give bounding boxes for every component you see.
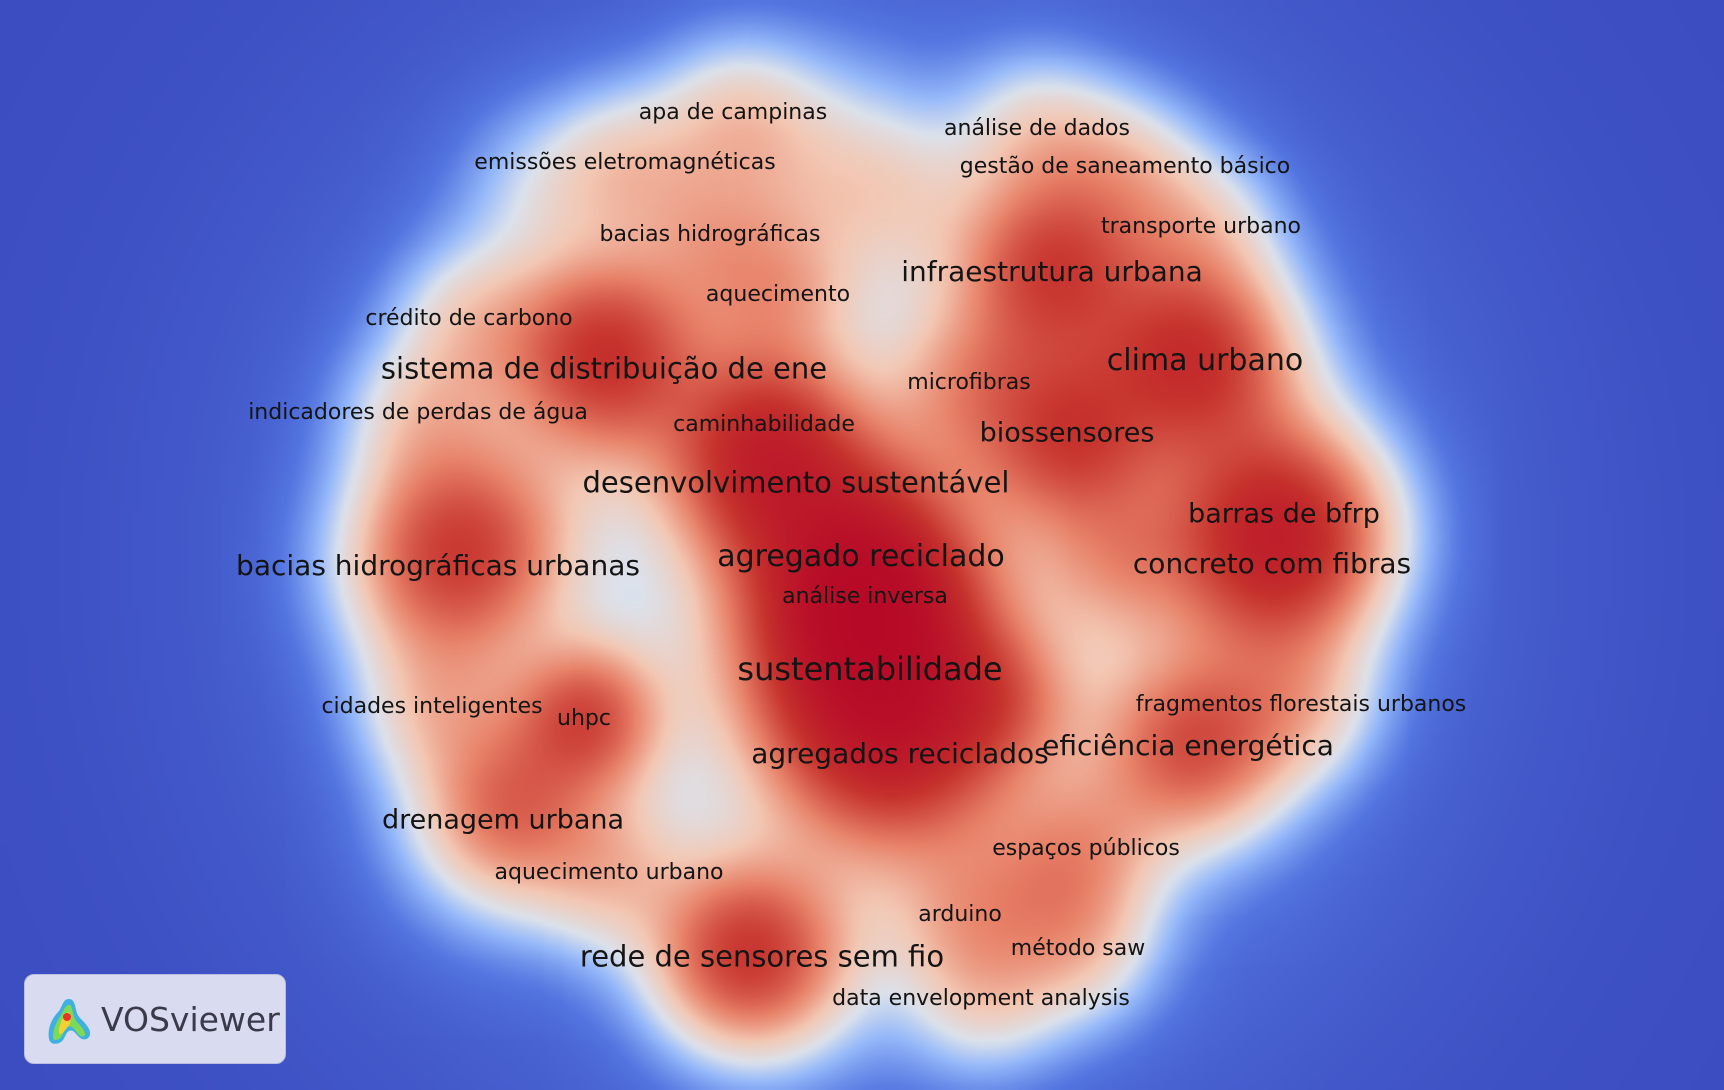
term-label[interactable]: infraestrutura urbana (901, 255, 1203, 288)
term-label[interactable]: gestão de saneamento básico (959, 154, 1291, 179)
term-label[interactable]: barras de bfrp (1188, 498, 1380, 530)
term-label[interactable]: agregados reciclados (751, 737, 1049, 770)
term-label[interactable]: cidades inteligentes (321, 694, 543, 719)
term-label[interactable]: concreto com fibras (1132, 547, 1412, 580)
vosviewer-logo: VOSviewer (24, 974, 286, 1064)
logo-text: VOSviewer (101, 999, 280, 1039)
term-label[interactable]: uhpc (557, 706, 611, 731)
vosviewer-logo-icon (48, 999, 91, 1044)
term-label[interactable]: drenagem urbana (381, 804, 625, 836)
term-label[interactable]: aquecimento urbano (494, 860, 724, 885)
term-label[interactable]: data envelopment analysis (832, 986, 1130, 1011)
term-label[interactable]: clima urbano (1106, 343, 1304, 378)
term-label[interactable]: bacias hidrográficas urbanas (236, 549, 640, 582)
term-label[interactable]: apa de campinas (638, 100, 828, 125)
term-label[interactable]: bacias hidrográficas (599, 222, 821, 247)
term-label[interactable]: crédito de carbono (365, 306, 573, 331)
term-label[interactable]: aquecimento (705, 282, 851, 307)
term-label[interactable]: método saw (1010, 936, 1146, 961)
term-label[interactable]: transporte urbano (1100, 214, 1302, 239)
term-label[interactable]: agregado reciclado (717, 539, 1005, 574)
term-label[interactable]: emissões eletromagnéticas (474, 150, 776, 175)
term-label[interactable]: espaços públicos (992, 836, 1180, 861)
term-label[interactable]: biossensores (979, 417, 1155, 449)
term-label[interactable]: sistema de distribuição de ene (380, 351, 828, 386)
term-label[interactable]: arduino (918, 902, 1002, 927)
term-label[interactable]: análise de dados (944, 116, 1130, 141)
term-label[interactable]: microfibras (907, 370, 1031, 395)
term-label[interactable]: desenvolvimento sustentável (582, 465, 1010, 500)
term-label[interactable]: indicadores de perdas de água (248, 400, 588, 425)
term-label[interactable]: sustentabilidade (737, 650, 1003, 688)
term-label[interactable]: rede de sensores sem fio (579, 939, 945, 974)
term-label[interactable]: eficiência energética (1042, 729, 1334, 762)
term-label[interactable]: análise inversa (782, 584, 948, 609)
term-label[interactable]: caminhabilidade (673, 412, 855, 437)
term-label[interactable]: fragmentos florestais urbanos (1135, 692, 1467, 717)
